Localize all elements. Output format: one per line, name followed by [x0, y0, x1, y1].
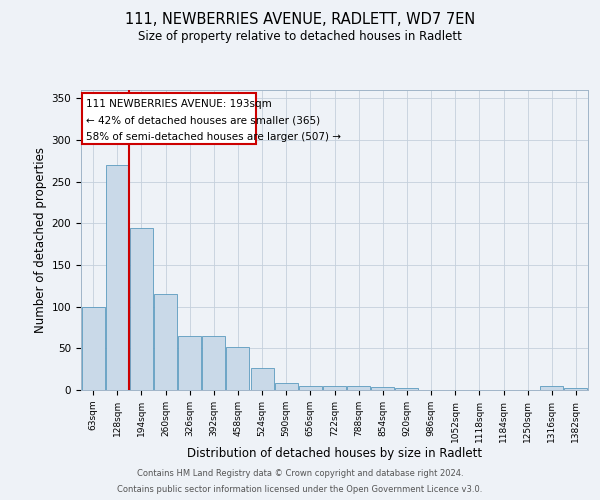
Bar: [395, 388, 418, 390]
Bar: [323, 386, 346, 390]
Bar: [154, 294, 177, 390]
Bar: [178, 336, 201, 390]
Bar: [299, 386, 322, 390]
X-axis label: Distribution of detached houses by size in Radlett: Distribution of detached houses by size …: [187, 448, 482, 460]
Bar: [106, 165, 128, 390]
Text: Contains public sector information licensed under the Open Government Licence v3: Contains public sector information licen…: [118, 484, 482, 494]
Text: Contains HM Land Registry data © Crown copyright and database right 2024.: Contains HM Land Registry data © Crown c…: [137, 470, 463, 478]
Bar: [371, 386, 394, 390]
Bar: [541, 386, 563, 390]
Bar: [82, 306, 104, 390]
Bar: [226, 346, 250, 390]
Bar: [251, 368, 274, 390]
Text: 58% of semi-detached houses are larger (507) →: 58% of semi-detached houses are larger (…: [86, 132, 341, 142]
Bar: [565, 388, 587, 390]
Bar: [347, 386, 370, 390]
Text: ← 42% of detached houses are smaller (365): ← 42% of detached houses are smaller (36…: [86, 116, 320, 126]
Text: 111, NEWBERRIES AVENUE, RADLETT, WD7 7EN: 111, NEWBERRIES AVENUE, RADLETT, WD7 7EN: [125, 12, 475, 28]
FancyBboxPatch shape: [82, 92, 256, 144]
Text: Size of property relative to detached houses in Radlett: Size of property relative to detached ho…: [138, 30, 462, 43]
Bar: [275, 384, 298, 390]
Bar: [130, 228, 153, 390]
Y-axis label: Number of detached properties: Number of detached properties: [34, 147, 47, 333]
Bar: [202, 336, 225, 390]
Text: 111 NEWBERRIES AVENUE: 193sqm: 111 NEWBERRIES AVENUE: 193sqm: [86, 99, 272, 109]
